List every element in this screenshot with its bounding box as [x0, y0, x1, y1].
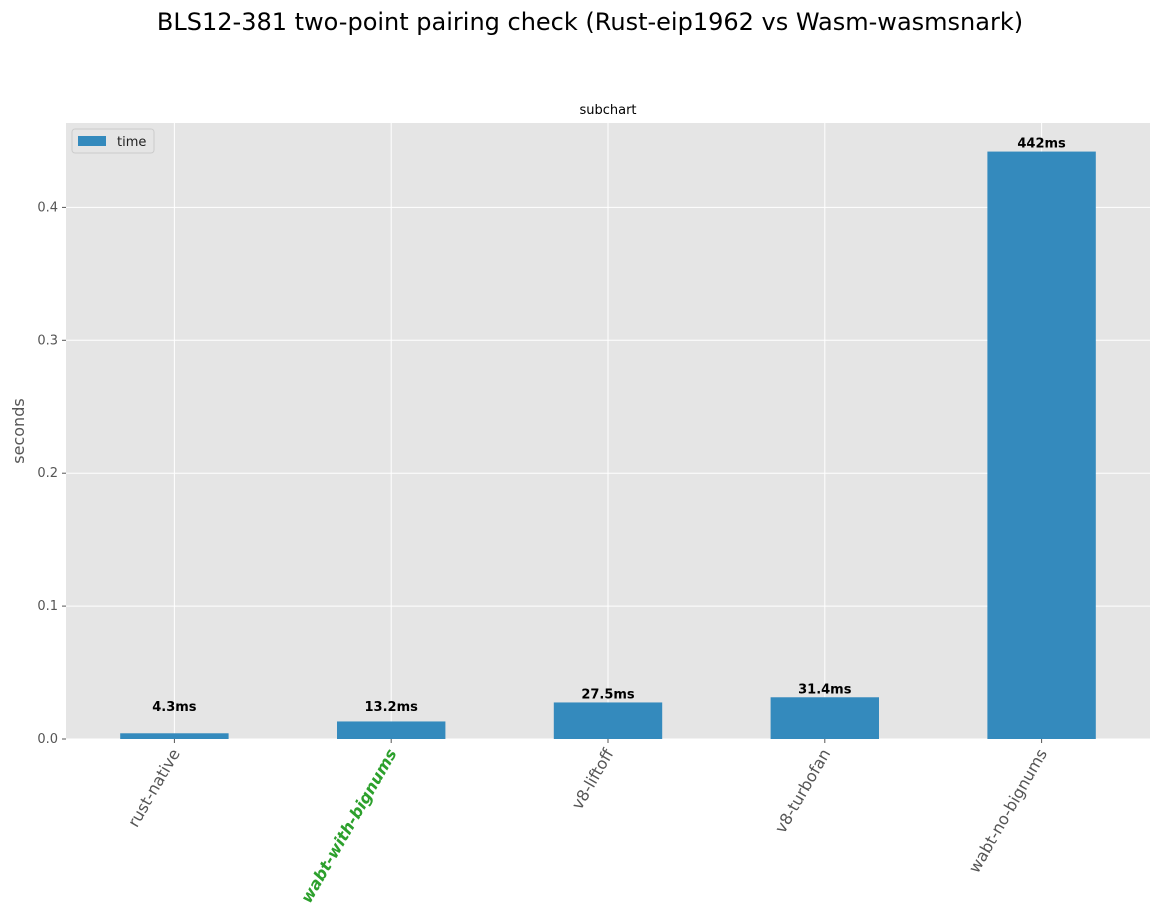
chart-title: BLS12-381 two-point pairing check (Rust-…	[157, 8, 1023, 36]
x-tick-label: v8-turbofan	[771, 746, 834, 837]
bar-value-label: 4.3ms	[152, 700, 197, 715]
legend-swatch	[78, 136, 106, 146]
bars	[120, 151, 1096, 739]
chart-subtitle: subchart	[579, 103, 636, 118]
y-axis-ticks: 0.0 0.1 0.2 0.3 0.4	[37, 200, 66, 747]
y-tick-label: 0.3	[37, 333, 58, 348]
bar	[120, 733, 229, 739]
y-tick-label: 0.1	[37, 599, 58, 614]
y-tick-label: 0.0	[37, 732, 58, 747]
legend-label: time	[117, 135, 146, 150]
legend-box	[71, 128, 155, 154]
bar-value-label: 13.2ms	[365, 700, 419, 715]
bar	[987, 151, 1096, 739]
data-labels: 4.3ms 13.2ms 27.5ms 31.4ms 442ms	[152, 137, 1066, 715]
bar	[553, 702, 663, 739]
x-tick-label: wabt-no-bignums	[965, 746, 1051, 877]
x-tick-label: rust-native	[124, 746, 184, 831]
x-tick-label: wabt-with-bignums	[297, 746, 401, 907]
bar-value-label: 442ms	[1017, 137, 1066, 152]
x-tick-label: v8-liftoff	[568, 745, 618, 813]
bar-value-label: 31.4ms	[798, 682, 852, 697]
y-axis-label: seconds	[9, 398, 28, 463]
bar	[770, 697, 879, 739]
legend: time	[71, 128, 155, 154]
bar-value-label: 27.5ms	[581, 687, 635, 702]
x-axis-ticks: rust-native wabt-with-bignums v8-liftoff v8…	[124, 739, 1051, 906]
bar	[337, 721, 446, 739]
y-tick-label: 0.4	[37, 200, 58, 215]
y-tick-label: 0.2	[37, 466, 58, 481]
